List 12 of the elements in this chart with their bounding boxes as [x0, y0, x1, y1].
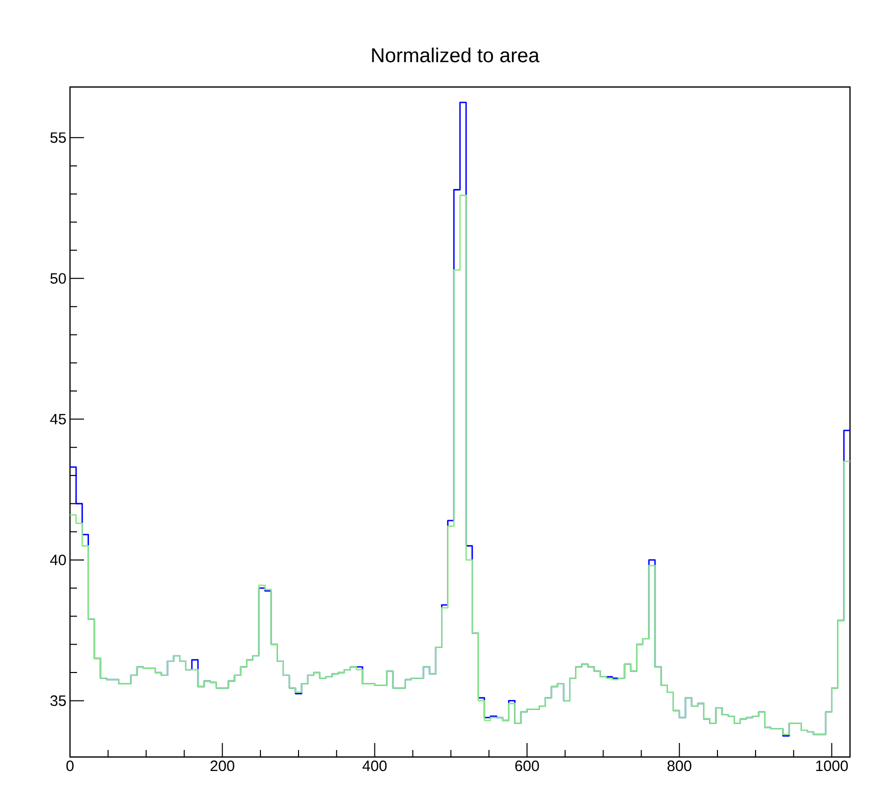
y-tick-label: 50 — [50, 273, 66, 284]
x-tick-label: 200 — [210, 760, 234, 772]
x-tick-label: 800 — [668, 760, 692, 772]
x-tick-label: 600 — [515, 760, 539, 772]
y-tick-label: 45 — [50, 414, 66, 424]
x-tick-label: 400 — [362, 760, 387, 772]
chart-title: Normalized to area — [372, 48, 540, 62]
y-tick-label: 35 — [50, 695, 66, 706]
y-tick-label: 40 — [50, 554, 66, 566]
y-tick-label: 55 — [50, 132, 66, 143]
x-tick-label: 0 — [66, 760, 74, 772]
x-tick-label: 1000 — [816, 760, 848, 772]
